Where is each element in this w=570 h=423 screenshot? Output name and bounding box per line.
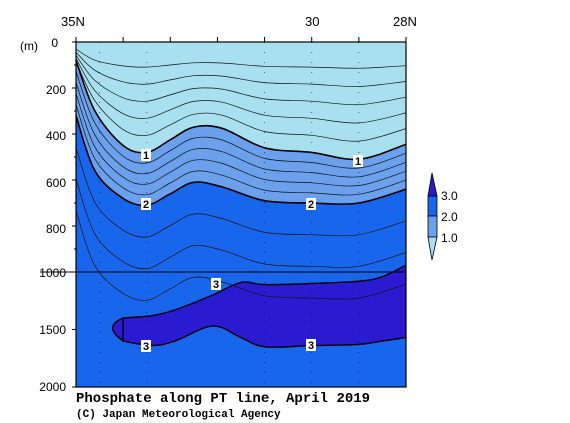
legend-colorbar: 3.0 2.0 1.0: [427, 172, 458, 261]
thin-contour-mid-2: [75, 82, 407, 178]
y-tick-600: 600: [46, 176, 66, 190]
thin-contour-upper-1: [75, 48, 407, 69]
contour-label-3c: 3: [306, 339, 316, 352]
legend-label-1: 1.0: [441, 231, 458, 245]
y-tick-200: 200: [46, 83, 66, 97]
chart-credit: (C) Japan Meteorological Agency: [76, 409, 281, 421]
thin-contour-deep-3: [75, 210, 407, 301]
legend-swatch-above-3: [427, 172, 438, 197]
contour-label-1b: 1: [353, 155, 363, 168]
legend-label-3: 3.0: [441, 189, 458, 203]
y-tick-800: 800: [46, 222, 66, 236]
y-axis-unit: (m): [20, 39, 38, 53]
contour-lines: [75, 48, 407, 348]
legend-swatch-2-3: [427, 195, 438, 217]
y-tick-400: 400: [46, 129, 66, 143]
thin-contour-upper-3: [75, 54, 407, 106]
svg-text:2: 2: [143, 199, 149, 211]
contour-line-3-upper: [123, 264, 407, 319]
svg-text:1: 1: [143, 150, 149, 162]
plot-frame: [75, 41, 407, 388]
legend-swatch-below-1: [427, 236, 438, 261]
contour-line-2: [75, 115, 407, 207]
thin-contour-upper-4: [75, 58, 407, 124]
axis-ticks: [72, 37, 407, 388]
legend-label-2: 2.0: [441, 210, 458, 224]
thin-contour-mid-1: [75, 71, 407, 169]
chart-title: Phosphate along PT line, April 2019: [76, 391, 370, 407]
y-tick-2000: 2000: [39, 380, 66, 394]
contour-line-1: [75, 60, 407, 161]
x-tick-30: 30: [305, 14, 319, 29]
thin-contour-upper-2: [75, 51, 407, 87]
svg-text:3: 3: [308, 340, 314, 352]
zone-above-3-cap: [111, 316, 124, 343]
y-tick-0: 0: [51, 36, 58, 50]
svg-text:3: 3: [213, 279, 219, 291]
svg-text:3: 3: [143, 341, 149, 353]
y-tick-1000: 1000: [39, 266, 66, 280]
x-tick-35n: 35N: [61, 14, 85, 29]
contour-label-3a: 3: [211, 278, 221, 291]
contour-line-3-lower: [122, 325, 407, 348]
contour-label-1a: 1: [141, 149, 151, 162]
thin-contour-mid-4: [75, 104, 407, 196]
x-tick-28n: 28N: [393, 14, 417, 29]
legend-swatch-1-2: [427, 215, 438, 238]
thin-contour-mid-3: [75, 93, 407, 187]
contour-label-3b: 3: [141, 340, 151, 353]
thin-contour-upper-5: [75, 61, 407, 142]
y-tick-1500: 1500: [39, 323, 66, 337]
contour-label-2b: 2: [306, 198, 316, 211]
svg-text:2: 2: [308, 199, 314, 211]
thin-contour-deep-2: [75, 178, 407, 270]
zone-above-3: [123, 265, 406, 348]
svg-text:1: 1: [355, 156, 361, 168]
thin-contour-deep-1: [75, 147, 407, 238]
zone-below-1: [76, 42, 406, 160]
contour-label-2a: 2: [141, 198, 151, 211]
